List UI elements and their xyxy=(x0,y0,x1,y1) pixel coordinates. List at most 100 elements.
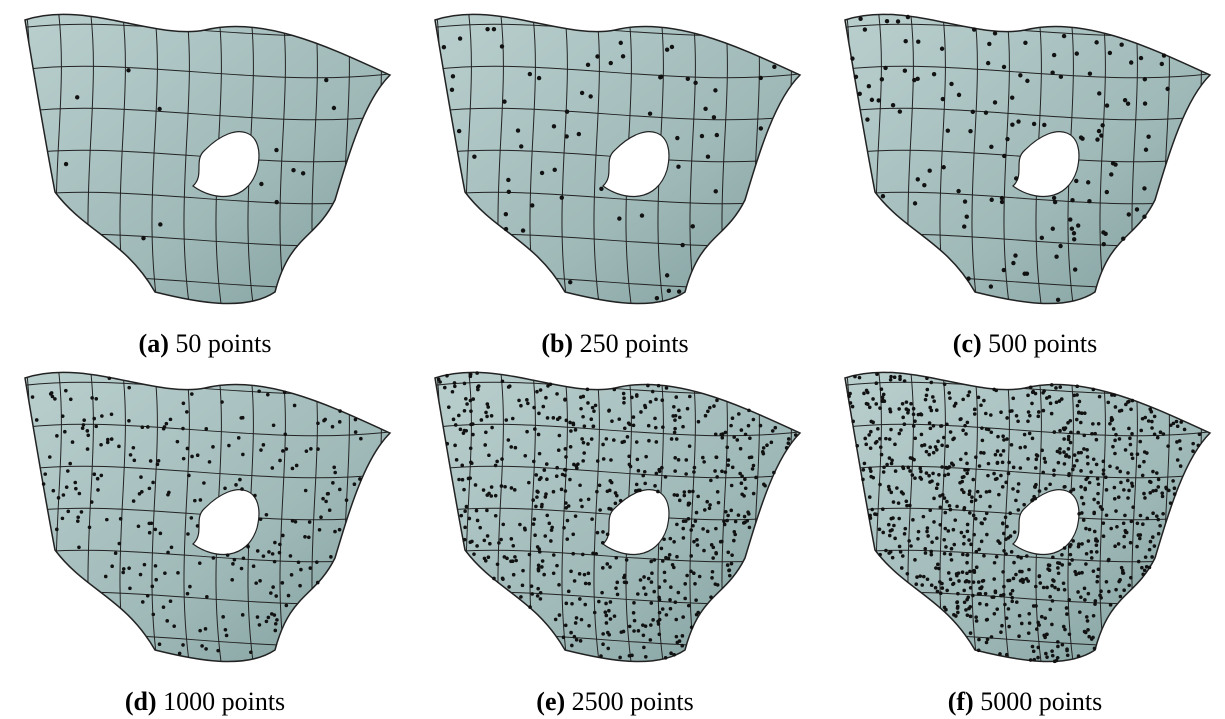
sample-point xyxy=(994,591,998,595)
caption-label: (b) xyxy=(541,329,573,358)
sample-point xyxy=(1066,653,1070,657)
sample-point xyxy=(714,189,718,193)
sample-point xyxy=(1048,608,1052,612)
sample-point xyxy=(234,483,238,487)
sample-point xyxy=(1129,60,1133,64)
sample-point xyxy=(82,423,86,427)
sample-point xyxy=(457,414,461,418)
sample-point xyxy=(534,505,538,509)
sample-point xyxy=(1165,487,1169,491)
sample-point xyxy=(942,436,946,440)
sample-point xyxy=(733,533,737,537)
sample-point xyxy=(972,580,976,584)
sample-point xyxy=(586,388,590,392)
sample-point xyxy=(1090,432,1094,436)
sample-point xyxy=(716,490,720,494)
sample-point xyxy=(930,583,934,587)
sample-point xyxy=(526,402,530,406)
sample-point xyxy=(460,464,464,468)
sample-point xyxy=(55,434,59,438)
sample-point xyxy=(1143,450,1147,454)
sample-point xyxy=(1018,614,1022,618)
sample-point xyxy=(909,402,913,406)
sample-point xyxy=(635,483,639,487)
sample-point xyxy=(639,410,643,414)
sample-point xyxy=(748,436,752,440)
sample-point xyxy=(892,500,896,504)
sample-point xyxy=(655,472,659,476)
sample-point xyxy=(649,560,653,564)
sample-point xyxy=(883,66,887,70)
sample-point xyxy=(1121,569,1125,573)
sample-point xyxy=(1083,587,1087,591)
mesh-panel xyxy=(825,0,1225,330)
sample-point xyxy=(1011,261,1015,265)
sample-point xyxy=(934,586,938,590)
sample-point xyxy=(675,136,679,140)
sample-point xyxy=(963,199,967,203)
sample-point xyxy=(956,605,960,609)
sample-point xyxy=(932,497,936,501)
sample-point xyxy=(601,541,605,545)
sample-point xyxy=(338,488,342,492)
sample-point xyxy=(463,429,467,433)
sample-point xyxy=(1073,453,1077,457)
sample-point xyxy=(1005,437,1009,441)
sample-point xyxy=(1151,470,1155,474)
sample-point xyxy=(146,594,150,598)
sample-point xyxy=(472,154,476,158)
sample-point xyxy=(637,629,641,633)
sample-point xyxy=(587,497,591,501)
sample-point xyxy=(730,553,734,557)
sample-point xyxy=(973,570,977,574)
sample-point xyxy=(1056,450,1060,454)
sample-point xyxy=(974,517,978,521)
sample-point xyxy=(960,480,964,484)
sample-point xyxy=(1005,137,1009,141)
sample-point xyxy=(977,396,981,400)
sample-point xyxy=(143,563,147,567)
sample-point xyxy=(648,111,652,115)
sample-point xyxy=(265,620,269,624)
sample-point xyxy=(987,462,991,466)
sample-point xyxy=(1095,438,1099,442)
sample-point xyxy=(1052,53,1056,57)
sample-point xyxy=(982,579,986,583)
sample-point xyxy=(728,574,732,578)
sample-point xyxy=(542,573,546,577)
sample-point xyxy=(569,429,573,433)
sample-point xyxy=(148,487,152,491)
sample-point xyxy=(69,397,73,401)
sample-point xyxy=(970,500,974,504)
sample-point xyxy=(74,487,78,491)
sample-point xyxy=(581,553,585,557)
sample-point xyxy=(516,128,520,132)
sample-point xyxy=(1175,420,1179,424)
sample-point xyxy=(646,384,650,388)
sample-point xyxy=(1169,501,1173,505)
sample-point xyxy=(463,509,467,513)
sample-point xyxy=(674,395,678,399)
sample-point xyxy=(643,404,647,408)
sample-point xyxy=(1080,496,1084,500)
sample-point xyxy=(1148,480,1152,484)
sample-point xyxy=(932,424,936,428)
sample-point xyxy=(1136,452,1140,456)
sample-point xyxy=(563,398,567,402)
sample-point xyxy=(588,94,592,98)
sample-point xyxy=(1062,450,1066,454)
sample-point xyxy=(974,455,978,459)
sample-point xyxy=(465,402,469,406)
sample-point xyxy=(1013,253,1017,257)
sample-point xyxy=(451,74,455,78)
sample-point xyxy=(606,631,610,635)
sample-point xyxy=(1052,473,1056,477)
sample-point xyxy=(1051,654,1055,658)
sample-point xyxy=(759,126,763,130)
sample-point xyxy=(932,451,936,455)
sample-point xyxy=(969,615,973,619)
sample-point xyxy=(709,479,713,483)
sample-point xyxy=(1130,481,1134,485)
sample-point xyxy=(858,17,862,21)
sample-point xyxy=(1040,615,1044,619)
